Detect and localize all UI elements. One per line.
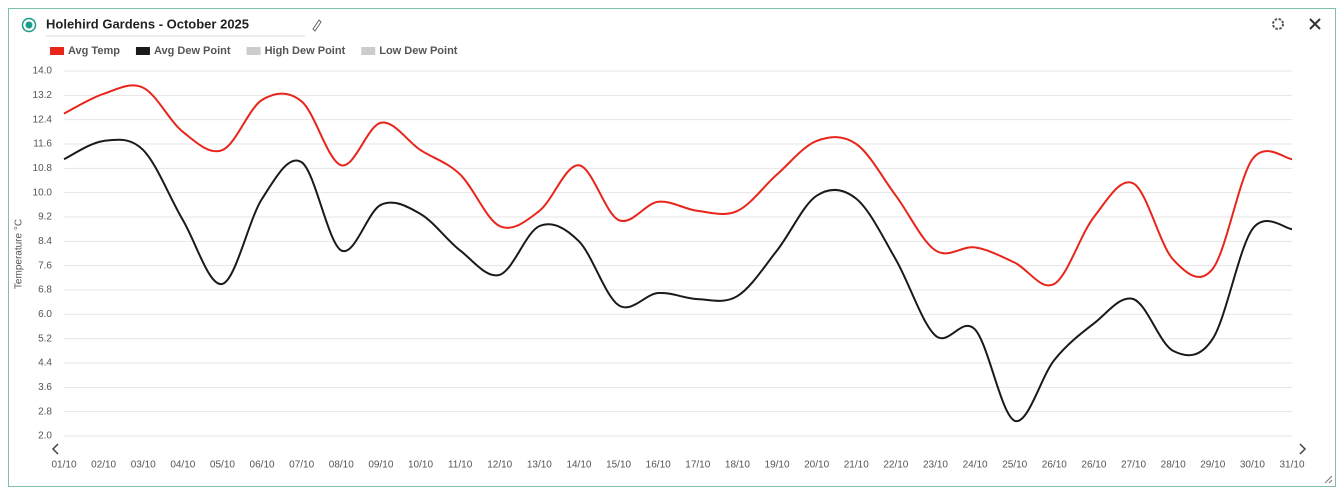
status-dot — [25, 21, 33, 29]
x-tick-label: 11/10 — [448, 460, 473, 471]
y-tick-label: 3.6 — [38, 382, 52, 393]
x-tick-label: 27/10 — [1121, 460, 1146, 471]
y-tick-label: 11.6 — [33, 139, 52, 150]
x-tick-label: 15/10 — [606, 460, 631, 471]
widget-border — [8, 8, 1336, 487]
legend-swatch — [50, 47, 64, 55]
y-tick-label: 6.8 — [38, 285, 52, 296]
x-tick-label: 16/10 — [646, 460, 671, 471]
x-tick-label: 26/10 — [1042, 460, 1067, 471]
legend-label[interactable]: High Dew Point — [265, 45, 346, 57]
legend-label[interactable]: Avg Dew Point — [154, 45, 231, 57]
y-tick-label: 4.4 — [38, 358, 52, 369]
x-tick-label: 09/10 — [368, 460, 393, 471]
x-tick-label: 28/10 — [1161, 460, 1186, 471]
edit-icon[interactable] — [312, 19, 322, 32]
x-tick-label: 17/10 — [685, 460, 710, 471]
series-line — [63, 84, 1293, 287]
legend-swatch — [246, 47, 261, 55]
y-tick-label: 10.8 — [33, 163, 53, 174]
status-icon[interactable] — [21, 17, 37, 33]
x-tick-label: 08/10 — [329, 460, 354, 471]
x-tick-label: 24/10 — [963, 460, 988, 471]
y-tick-label: 7.6 — [38, 260, 52, 271]
y-tick-label: 5.2 — [38, 333, 52, 344]
y-tick-label: 2.8 — [38, 406, 52, 417]
legend-swatch — [361, 47, 376, 55]
x-tick-label: 03/10 — [131, 460, 156, 471]
x-tick-label: 02/10 — [91, 460, 116, 471]
x-tick-label: 25/10 — [1002, 460, 1027, 471]
x-tick-label: 04/10 — [170, 460, 195, 471]
y-tick-label: 14.0 — [33, 66, 53, 77]
x-tick-label: 06/10 — [250, 460, 275, 471]
x-tick-label: 10/10 — [408, 460, 433, 471]
x-tick-label: 07/10 — [289, 460, 314, 471]
x-tick-label: 23/10 — [923, 460, 948, 471]
x-tick-label: 18/10 — [725, 460, 750, 471]
x-tick-label: 30/10 — [1240, 460, 1265, 471]
resize-handle[interactable] — [1324, 475, 1333, 484]
x-tick-label: 29/10 — [1200, 460, 1225, 471]
x-tick-label: 14/10 — [566, 460, 591, 471]
close-icon[interactable] — [1309, 18, 1321, 30]
x-tick-label: 01/10 — [51, 460, 76, 471]
settings-icon[interactable] — [1272, 18, 1284, 30]
y-tick-label: 10.0 — [33, 187, 53, 198]
series-line — [63, 138, 1293, 422]
y-tick-label: 9.2 — [38, 212, 52, 223]
legend-label[interactable]: Avg Temp — [68, 45, 120, 57]
x-tick-label: 20/10 — [804, 460, 829, 471]
x-tick-label: 12/10 — [487, 460, 512, 471]
chart-title: Holehird Gardens - October 2025 — [46, 16, 249, 31]
x-tick-label: 19/10 — [765, 460, 790, 471]
y-tick-label: 2.0 — [38, 431, 52, 442]
x-tick-label: 22/10 — [883, 460, 908, 471]
y-tick-label: 12.4 — [33, 114, 53, 125]
x-tick-label: 21/10 — [844, 460, 869, 471]
y-tick-label: 8.4 — [38, 236, 52, 247]
y-tick-label: 13.2 — [33, 90, 53, 101]
scroll-right[interactable] — [1299, 443, 1307, 455]
x-tick-label: 31/10 — [1279, 460, 1304, 471]
legend-swatch — [135, 47, 150, 55]
y-tick-label: 6.0 — [38, 309, 52, 320]
x-tick-label: 05/10 — [210, 460, 235, 471]
y-axis-label: Temperature °C — [14, 219, 25, 289]
x-tick-label: 13/10 — [527, 460, 552, 471]
legend-label[interactable]: Low Dew Point — [379, 45, 458, 57]
x-tick-label: 26/10 — [1081, 460, 1106, 471]
scroll-left[interactable] — [51, 443, 59, 455]
